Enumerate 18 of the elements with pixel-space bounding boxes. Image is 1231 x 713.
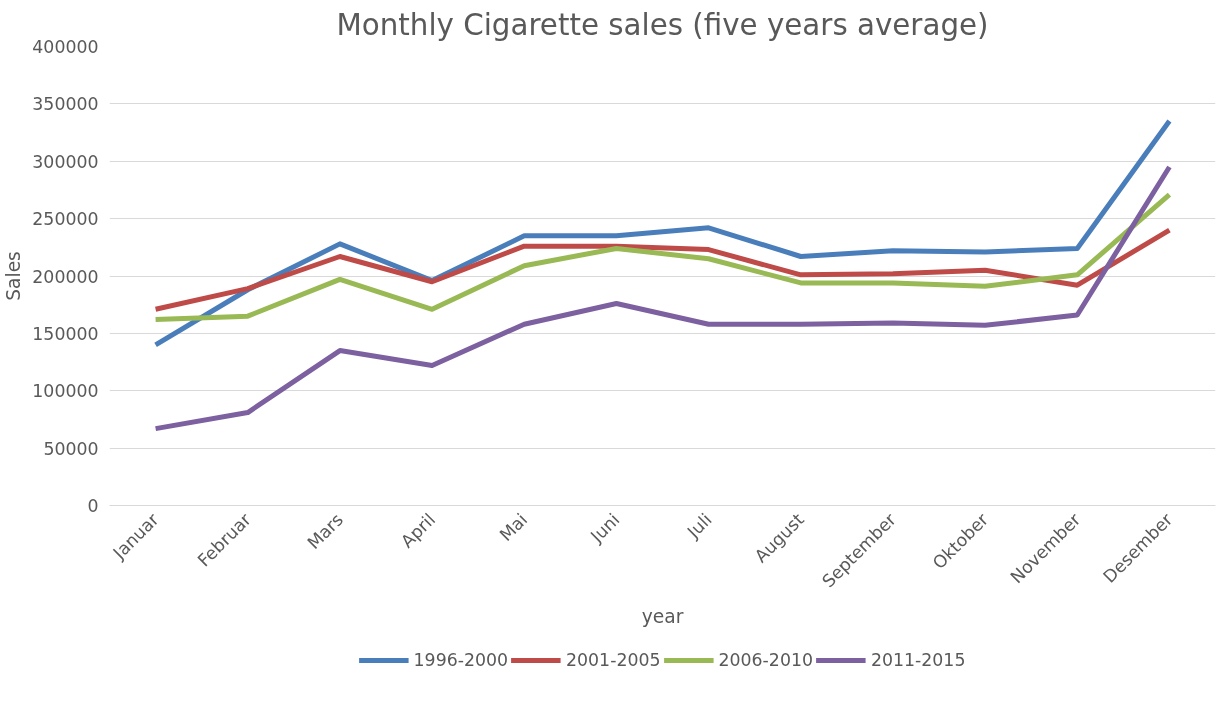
y-axis-title: Sales xyxy=(3,251,25,301)
x-tick-label: Mai xyxy=(495,509,532,546)
y-tick-label: 150000 xyxy=(32,323,99,344)
legend-label: 2011-2015 xyxy=(870,650,966,670)
legend-label: 2001-2005 xyxy=(566,650,661,670)
y-tick-label: 350000 xyxy=(32,94,99,115)
legend-label: 2006-2010 xyxy=(718,650,813,670)
x-axis-title: year xyxy=(641,606,684,628)
y-tick-label: 400000 xyxy=(32,37,99,57)
y-tick-label: 250000 xyxy=(32,209,99,230)
y-tick-label: 50000 xyxy=(43,438,99,459)
x-tick-label: Juli xyxy=(682,509,716,543)
y-tick-label: 100000 xyxy=(32,381,99,402)
legend-label: 1996-2000 xyxy=(413,650,509,670)
y-tick-label: 200000 xyxy=(32,266,99,287)
y-tick-label: 300000 xyxy=(32,151,99,172)
chart-title: Monthly Cigarette sales (five years average) xyxy=(336,7,989,42)
y-tick-label: 0 xyxy=(87,496,99,516)
